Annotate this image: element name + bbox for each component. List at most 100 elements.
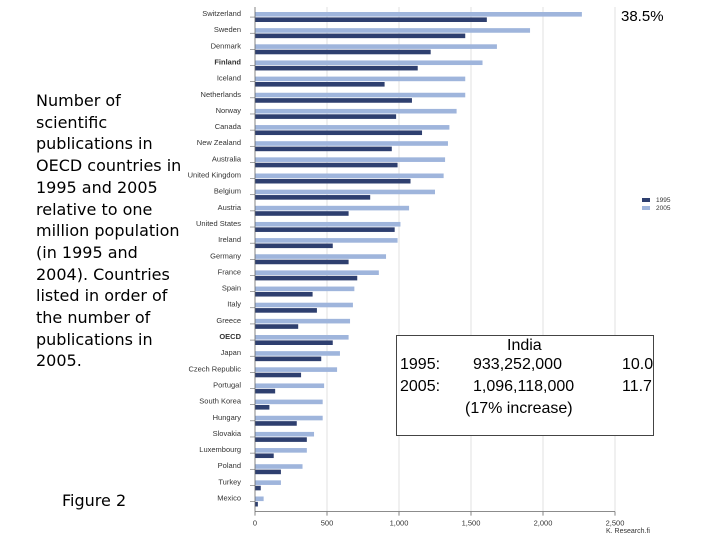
india-value-1995: 10.0: [622, 356, 654, 373]
bar-2005: [255, 141, 448, 146]
category-label: New Zealand: [197, 138, 241, 147]
axes: 0 500 1,000 1,500 2,000 2,500 Switzerland Swede…: [188, 7, 625, 528]
india-year-2005: 2005:: [400, 378, 441, 395]
bar-2005: [255, 28, 531, 33]
bar-2005: [255, 92, 466, 98]
india-info-box: India 1995: 933,252,000 10.0 2005: 1,096…: [396, 335, 654, 436]
category-label: Netherlands: [201, 90, 242, 99]
bar-2005: [255, 367, 338, 372]
bar-1995: [255, 308, 317, 313]
bar-1995: [255, 388, 276, 394]
bar-1995: [255, 372, 302, 378]
category-label: United Kingdom: [188, 171, 241, 180]
x-tick-label: 2,000: [534, 519, 553, 528]
category-label: France: [218, 267, 241, 276]
category-label: United States: [196, 219, 241, 228]
bar-1995: [255, 98, 412, 103]
x-tick-label: 2,500: [606, 519, 625, 528]
bar-1995: [255, 453, 274, 459]
category-label: Turkey: [218, 477, 241, 486]
bar-1995: [255, 356, 322, 362]
bar-1995: [255, 33, 466, 39]
bar-2005: [255, 189, 435, 195]
category-label: Japan: [221, 348, 241, 357]
legend-label: 1995: [656, 197, 671, 204]
figure-caption: Number of scientific publications in OEC…: [36, 91, 182, 371]
bar-1995: [255, 243, 333, 249]
category-label: Germany: [210, 251, 241, 260]
category-label: Finland: [214, 57, 241, 66]
category-label: Spain: [222, 284, 241, 293]
bar-2005: [255, 286, 355, 292]
bar-1995: [255, 469, 281, 475]
bar-1995: [255, 340, 333, 345]
category-label: Canada: [215, 122, 242, 131]
category-label: Sweden: [214, 25, 241, 34]
india-population-1995: 933,252,000: [473, 356, 562, 373]
bar-2005: [255, 173, 444, 179]
india-population-2005: 1,096,118,000: [473, 378, 575, 395]
india-value-2005: 11.7: [622, 378, 652, 395]
bar-1995: [255, 65, 418, 71]
x-tick-label: 1,500: [462, 519, 481, 528]
bar-1995: [255, 437, 307, 442]
category-label: Mexico: [217, 494, 241, 503]
category-label: Poland: [218, 461, 241, 470]
bar-2005: [255, 383, 325, 389]
bar-2005: [255, 464, 303, 469]
bar-2005: [255, 431, 315, 437]
bar-1995: [255, 405, 270, 410]
bar-2005: [255, 60, 483, 66]
bar-1995: [255, 259, 349, 265]
bar-2005: [255, 496, 264, 502]
category-label: Norway: [216, 106, 242, 115]
category-label: Czech Republic: [188, 364, 241, 373]
bar-2005: [255, 480, 281, 485]
bar-2005: [255, 125, 450, 130]
bar-1995: [255, 275, 358, 281]
x-tick-label: 500: [321, 519, 334, 528]
bar-1995: [255, 501, 258, 507]
category-label: Italy: [227, 300, 241, 309]
bar-2005: [255, 399, 323, 405]
india-title: India: [507, 337, 542, 354]
bar-2005: [255, 44, 497, 49]
x-tick-label: 1,000: [390, 519, 409, 528]
bar-2005: [255, 254, 387, 259]
category-label: Portugal: [213, 380, 241, 389]
bar-1995: [255, 17, 487, 22]
bar-1995: [255, 211, 349, 216]
figure-label: Figure 2: [62, 491, 127, 510]
bar-2005: [255, 318, 351, 324]
x-tick-label: 0: [253, 519, 257, 528]
bar-1995: [255, 162, 398, 168]
bar-1995: [255, 485, 261, 491]
india-year-1995: 1995:: [400, 356, 441, 373]
bars: [255, 12, 582, 507]
bar-1995: [255, 421, 297, 426]
category-label: Australia: [212, 154, 242, 163]
bar-2005: [255, 221, 401, 227]
bar-1995: [255, 82, 385, 87]
bar-1995: [255, 178, 411, 184]
bar-1995: [255, 49, 431, 55]
category-label: Belgium: [214, 187, 241, 196]
bar-2005: [255, 270, 379, 275]
category-label: Greece: [216, 316, 241, 325]
bar-2005: [255, 76, 466, 82]
bar-2005: [255, 157, 446, 162]
bar-1995: [255, 114, 397, 119]
bar-2005: [255, 351, 340, 356]
bar-1995: [255, 195, 371, 200]
category-label: Austria: [218, 203, 242, 212]
legend-swatch: [642, 206, 650, 210]
legend-label: 2005: [656, 205, 671, 212]
category-label: Iceland: [217, 74, 241, 83]
bar-2005: [255, 335, 349, 340]
category-label: South Korea: [199, 397, 242, 406]
bar-2005: [255, 108, 457, 114]
category-label: Luxembourg: [199, 445, 241, 454]
bar-2005: [255, 302, 353, 308]
bar-2005: [255, 12, 582, 17]
